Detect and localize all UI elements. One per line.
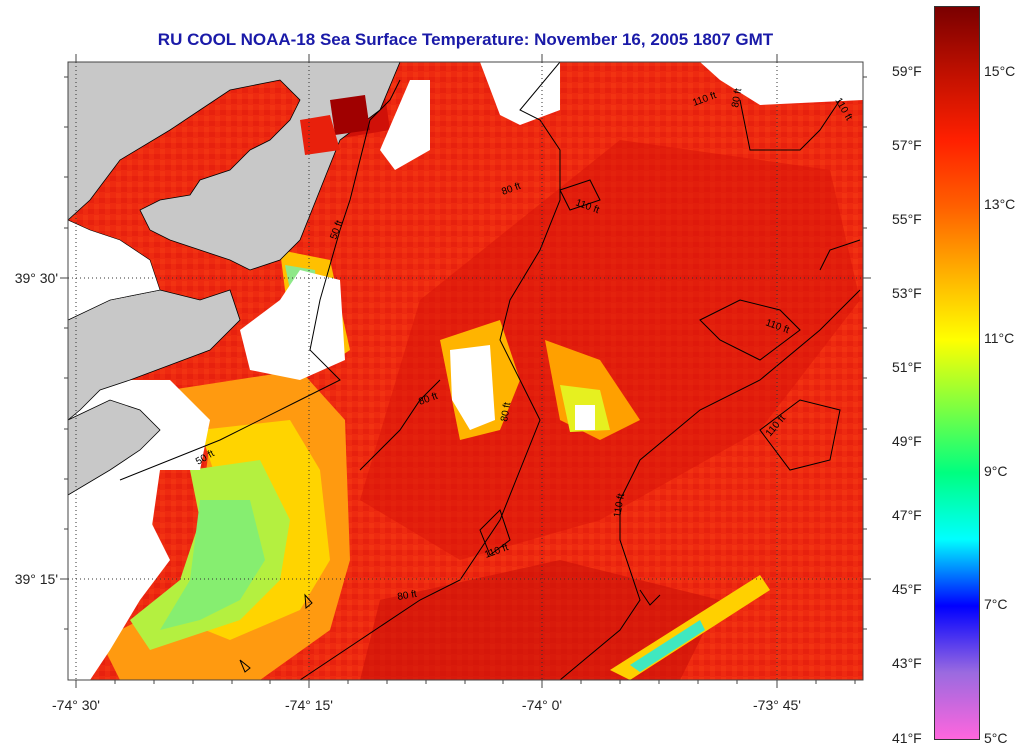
celsius-label: 7°C [984, 596, 1008, 612]
isobath-contours [119, 62, 861, 680]
no-data-cloud [480, 62, 560, 125]
land-new-jersey [68, 62, 401, 271]
map-title: RU COOL NOAA-18 Sea Surface Temperature:… [157, 30, 774, 49]
fahrenheit-label: 45°F [892, 581, 922, 597]
sst-map: 110 ft 80 ft 110 ft 80 ft 110 ft 50 ft 1… [60, 54, 871, 688]
x-axis-label: -73° 45' [753, 697, 801, 713]
contour-label: 80 ft [730, 87, 744, 108]
map-area: 110 ft 80 ft 110 ft 80 ft 110 ft 50 ft 1… [68, 62, 863, 680]
fahrenheit-label: 41°F [892, 730, 922, 746]
celsius-label: 11°C [984, 330, 1015, 346]
temperature-colorbar [934, 6, 980, 740]
graticule [68, 62, 863, 680]
x-axis-label: -74° 30' [52, 697, 100, 713]
x-axis-label: -74° 0' [521, 697, 563, 713]
fahrenheit-label: 49°F [892, 433, 922, 449]
contour-label: 80 ft [499, 401, 513, 422]
celsius-label: 15°C [984, 63, 1016, 79]
fahrenheit-label: 57°F [892, 137, 922, 153]
contour-label: 80 ft [397, 589, 418, 603]
fahrenheit-label: 55°F [892, 211, 922, 227]
axis-ticks [60, 54, 871, 688]
celsius-label: 9°C [984, 463, 1008, 479]
fahrenheit-label: 53°F [892, 285, 922, 301]
fahrenheit-label: 43°F [892, 655, 922, 671]
fahrenheit-label: 59°F [892, 63, 922, 79]
celsius-label: 5°C [984, 730, 1008, 746]
fahrenheit-label: 47°F [892, 507, 922, 523]
y-axis-label: 39° 15' [14, 571, 58, 587]
fahrenheit-label: 51°F [892, 359, 922, 375]
x-axis-label: -74° 15' [285, 697, 333, 713]
contour-label: 110 ft [612, 492, 627, 518]
y-axis-label: 39° 30' [14, 270, 58, 286]
celsius-label: 13°C [984, 196, 1016, 212]
